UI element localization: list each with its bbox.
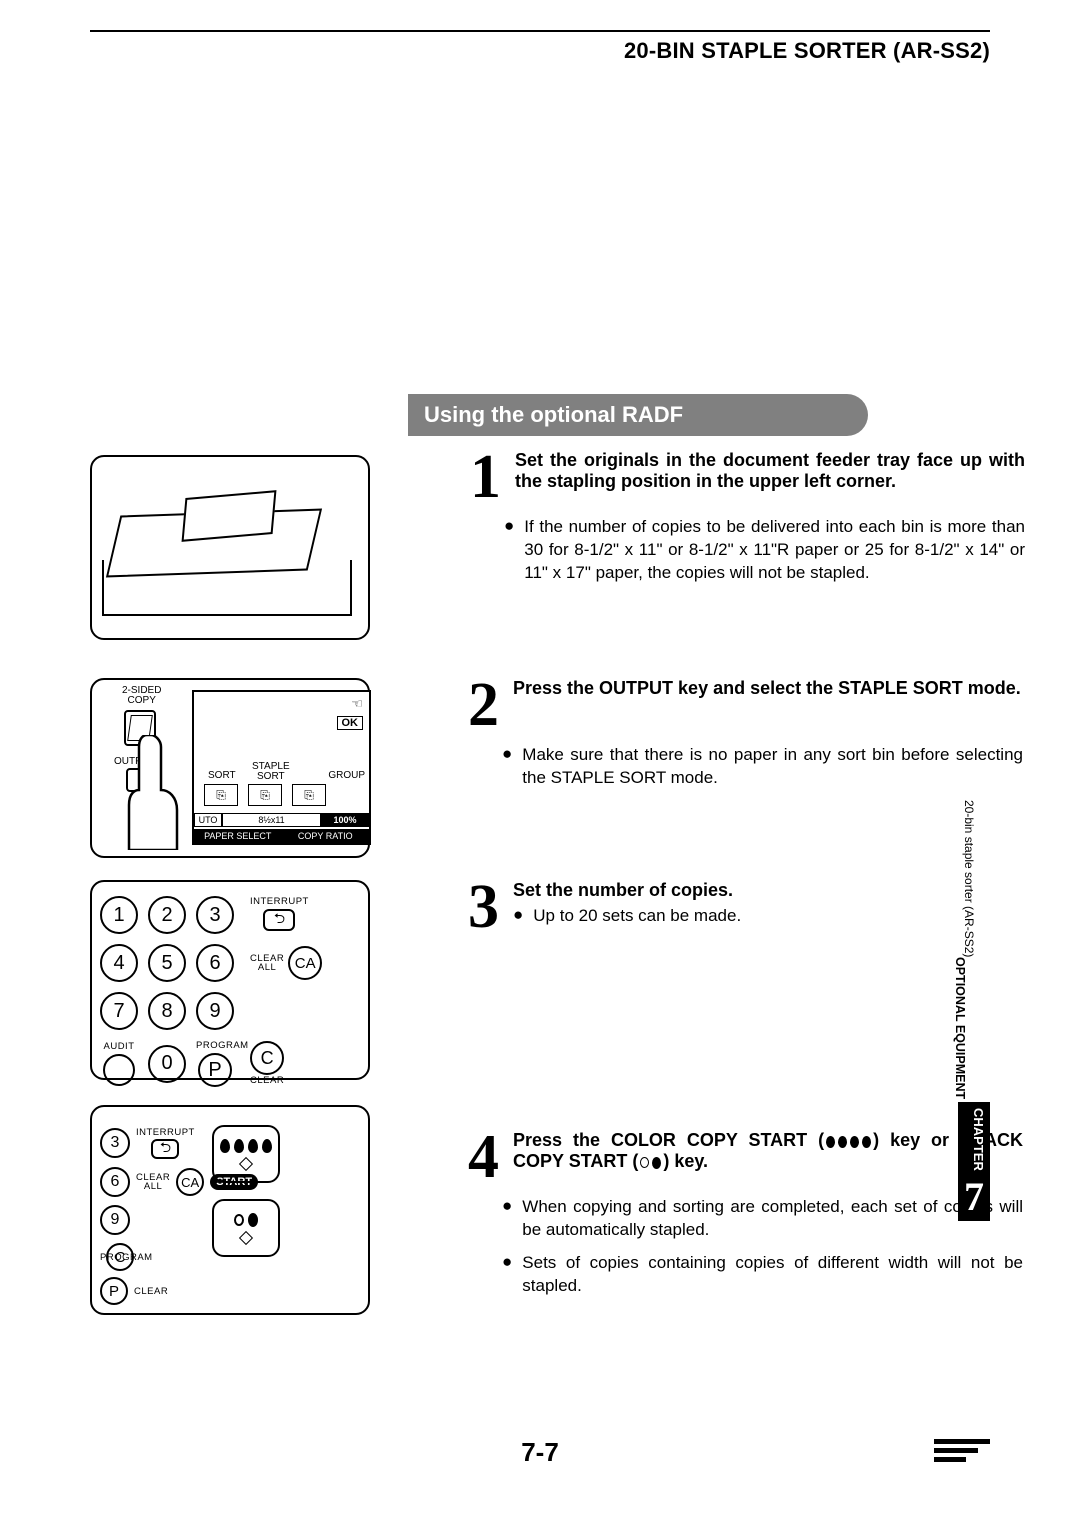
header-title: 20-BIN STAPLE SORTER (AR-SS2) [90,38,990,64]
side-tab: 20-bin staple sorter (AR-SS2) OPTIONAL E… [948,800,990,1100]
key-4[interactable]: 4 [100,944,138,982]
step-1-number: 1 [470,450,501,506]
hand-illustration [117,735,197,850]
staple-sort-icon: ⎘ [248,784,282,806]
ok-indicator: OK [337,716,364,730]
label-program: PROGRAM [196,1040,234,1051]
header-rule [90,30,990,32]
section-heading-bar: Using the optional RADF [408,394,868,436]
label-sort: SORT [208,770,236,781]
cell-size: 8½x11 [222,813,321,827]
key-2[interactable]: 2 [148,896,186,934]
figure-2-display: 2-SIDED COPY OUTPUT ☜ OK SORT STAPLE SOR… [90,678,370,858]
page-number: 7-7 [521,1437,559,1468]
step-2-number: 2 [468,678,499,734]
figure-1-scanner [90,455,370,640]
step-1-title: Set the originals in the document feeder… [515,450,1025,492]
step-2-title: Press the OUTPUT key and select the STAP… [513,678,1023,699]
cell-paper: PAPER SELECT [194,829,282,843]
bullet-dot: ● [513,905,523,928]
scanner-illustration [102,512,358,626]
label-audit: AUDIT [100,1041,138,1052]
key-8[interactable]: 8 [148,992,186,1030]
key-9b[interactable]: 9 [100,1205,130,1235]
key-c2[interactable]: C [106,1243,134,1271]
step-2: 2 Press the OUTPUT key and select the ST… [468,678,1023,790]
step-1: 1 Set the originals in the document feed… [470,450,1025,585]
hand-cursor-icon: ☜ [351,696,363,712]
figure-3-keypad: 1 2 3 INTERRUPT ⮌ 4 5 6 CLEAR ALL CA [90,880,370,1080]
cell-uto: UTO [194,813,222,827]
bullet-dot: ● [502,1252,512,1298]
diamond-icon [239,1231,253,1245]
step-1-bullet: If the number of copies to be delivered … [524,516,1025,585]
color-dots-icon [220,1139,272,1153]
label-interrupt: INTERRUPT [250,896,309,907]
key-0[interactable]: 0 [148,1045,186,1083]
step-4-title-a: Press the COLOR COPY START ( [513,1130,824,1150]
step-4-title-c: ) key. [663,1151,708,1171]
color-dots-inline-icon [826,1136,871,1148]
audit-key[interactable] [103,1054,135,1086]
label-clear3: CLEAR [134,1286,168,1297]
step-3: 3 Set the number of copies. ● Up to 20 s… [468,880,1023,936]
footer-bars-icon [934,1439,990,1462]
key-3b[interactable]: 3 [100,1128,130,1158]
step-3-bullet: Up to 20 sets can be made. [533,905,741,928]
key-p2[interactable]: P [100,1277,128,1305]
step-2-bullet: Make sure that there is no paper in any … [522,744,1023,790]
label-copy: COPY [122,696,161,706]
color-start-button[interactable] [212,1125,280,1183]
key-7[interactable]: 7 [100,992,138,1030]
key-p[interactable]: P [198,1053,232,1087]
diamond-icon [239,1157,253,1171]
key-1[interactable]: 1 [100,896,138,934]
key-6[interactable]: 6 [196,944,234,982]
bw-dots-icon [234,1213,258,1227]
label-allb: ALL [136,1182,170,1192]
paper-stack [182,490,277,542]
chapter-label: CHAPTER [958,1102,990,1177]
cell-100: 100% [321,813,369,827]
cell-ratio: COPY RATIO [282,829,370,843]
key-ca[interactable]: CA [288,946,322,980]
group-icon: ⎘ [292,784,326,806]
step-4: 4 Press the COLOR COPY START () key or B… [468,1130,1023,1298]
key-5[interactable]: 5 [148,944,186,982]
step-4-bullet-2: Sets of copies containing copies of diff… [522,1252,1023,1298]
interrupt-key2[interactable]: ⮌ [151,1139,179,1159]
step-4-number: 4 [468,1130,499,1186]
step-4-bullet-1: When copying and sorting are completed, … [522,1196,1023,1242]
key-6b[interactable]: 6 [100,1167,130,1197]
step-3-title: Set the number of copies. [513,880,1023,901]
key-ca2[interactable]: CA [176,1168,204,1196]
bullet-dot: ● [502,1196,512,1242]
black-start-button[interactable] [212,1199,280,1257]
bullet-dot: ● [504,516,514,585]
bw-dots-inline-icon [640,1157,661,1169]
page: 20-BIN STAPLE SORTER (AR-SS2) Using the … [90,30,990,1498]
display-screen: ☜ OK SORT STAPLE SORT GROUP ⎘ ⎘ ⎘ UTO 8½… [192,690,371,845]
figure-4-start: 3 INTERRUPT ⮌ 6 CLEAR ALL CA START 9 PRO… [90,1105,370,1315]
label-clear2: CLEAR [250,1075,284,1086]
sort-icon: ⎘ [204,784,238,806]
bullet-dot: ● [502,744,512,790]
step-3-number: 3 [468,880,499,936]
side-line1: OPTIONAL EQUIPMENT [953,957,967,1099]
chapter-tab: CHAPTER 7 [958,1100,990,1221]
label-all: ALL [250,963,284,973]
side-line2: 20-bin staple sorter (AR-SS2) [962,800,976,957]
label-staple-sort2: SORT [252,772,290,782]
key-c[interactable]: C [250,1041,284,1075]
key-3[interactable]: 3 [196,896,234,934]
chapter-number: 7 [958,1177,990,1221]
interrupt-key[interactable]: ⮌ [263,909,295,931]
key-9[interactable]: 9 [196,992,234,1030]
label-group: GROUP [328,770,365,781]
